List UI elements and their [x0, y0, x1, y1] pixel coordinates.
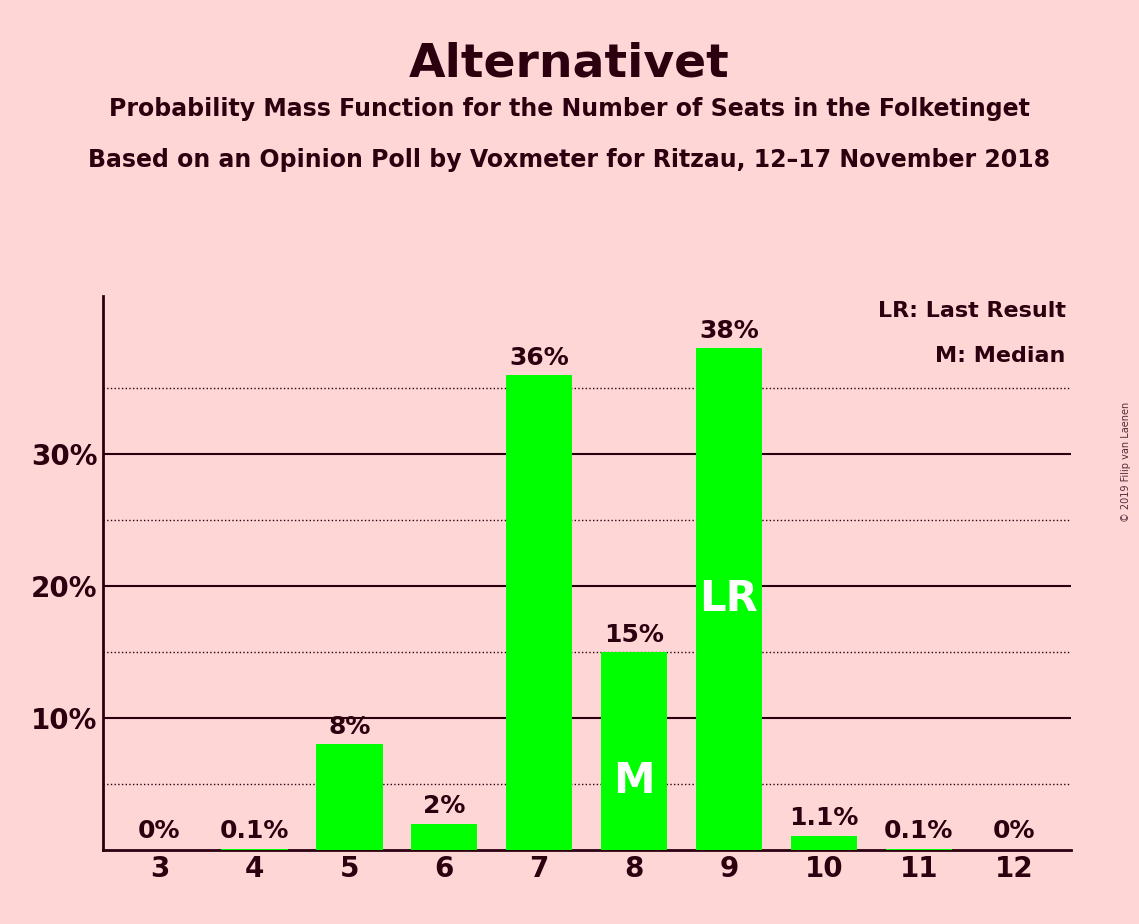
Text: 0.1%: 0.1% [884, 820, 953, 844]
Bar [506, 375, 572, 850]
Bar [221, 849, 287, 850]
Text: 8%: 8% [328, 715, 370, 739]
Text: Alternativet: Alternativet [409, 42, 730, 87]
Text: 0.1%: 0.1% [220, 820, 289, 844]
Text: LR: LR [699, 578, 759, 620]
Bar [790, 835, 858, 850]
Bar [316, 745, 383, 850]
Text: 0%: 0% [138, 820, 181, 844]
Text: 2%: 2% [423, 795, 466, 819]
Text: 1.1%: 1.1% [789, 807, 859, 831]
Text: 38%: 38% [699, 319, 759, 343]
Text: © 2019 Filip van Laenen: © 2019 Filip van Laenen [1121, 402, 1131, 522]
Text: 36%: 36% [509, 346, 570, 370]
Text: M: Median: M: Median [935, 346, 1066, 366]
Bar [411, 823, 477, 850]
Text: Based on an Opinion Poll by Voxmeter for Ritzau, 12–17 November 2018: Based on an Opinion Poll by Voxmeter for… [89, 148, 1050, 172]
Text: LR: Last Result: LR: Last Result [878, 301, 1066, 322]
Bar [601, 652, 667, 850]
Text: 0%: 0% [992, 820, 1035, 844]
Text: M: M [613, 760, 655, 802]
Bar [696, 348, 762, 850]
Text: Probability Mass Function for the Number of Seats in the Folketinget: Probability Mass Function for the Number… [109, 97, 1030, 121]
Bar [886, 849, 952, 850]
Text: 15%: 15% [604, 623, 664, 647]
